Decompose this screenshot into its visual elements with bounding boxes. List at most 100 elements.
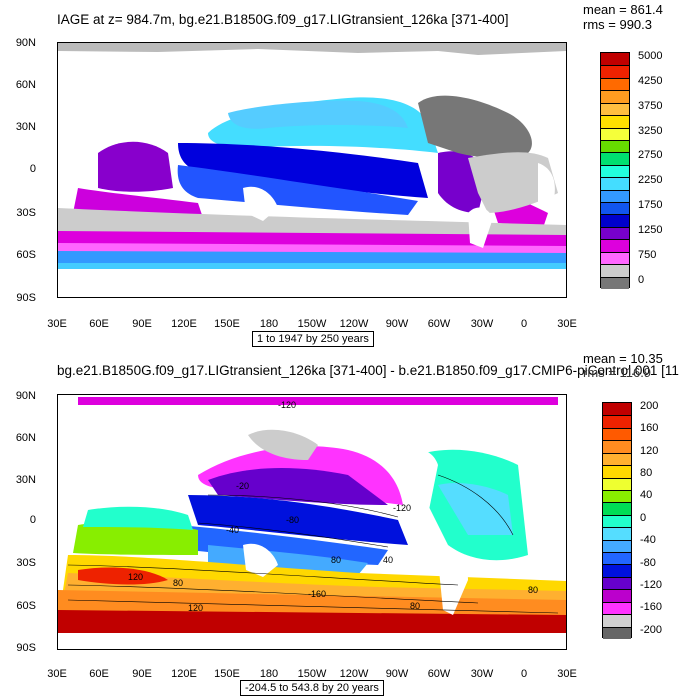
colorbar-label: 750	[638, 248, 657, 261]
contour-label: 80	[410, 601, 421, 611]
colorbar-label: 80	[640, 467, 653, 480]
colorbar-swatch	[601, 264, 629, 277]
top-xtick: 30E	[47, 318, 67, 330]
top-xtick: 150E	[214, 318, 240, 330]
bottom-colorbar	[602, 402, 632, 639]
colorbar-swatch	[603, 502, 631, 515]
colorbar-swatch	[603, 539, 631, 553]
top-ytick: 90N	[15, 37, 36, 49]
colorbar-swatch	[603, 564, 631, 577]
bottom-xtick: 0	[520, 668, 528, 680]
top-xtick: 150W	[297, 318, 327, 330]
top-xtick: 120W	[339, 318, 369, 330]
top-ytick: 30S	[16, 207, 36, 219]
colorbar-label: -120	[640, 578, 663, 591]
bottom-ytick: 60S	[16, 600, 36, 612]
top-ytick: 30N	[15, 121, 36, 133]
top-xtick: 0	[520, 318, 528, 330]
top-ytick: 60S	[16, 249, 36, 261]
colorbar-swatch	[601, 77, 629, 91]
colorbar-label: 1750	[638, 199, 663, 212]
bottom-xtick: 30E	[47, 668, 67, 680]
bottom-xtick: 60W	[427, 668, 451, 680]
bottom-ytick: 0	[29, 514, 36, 526]
colorbar-label: 120	[640, 444, 659, 457]
colorbar-label: 4250	[638, 74, 663, 87]
bottom-xtick: 90E	[132, 668, 152, 680]
bottom-panel: bg.e21.B1850G.f09_g17.LIGtransient_126ka…	[0, 350, 700, 700]
contour-label: 80	[173, 578, 184, 588]
colorbar-swatch	[601, 251, 629, 265]
top-xtick: 30E	[557, 318, 577, 330]
colorbar-swatch	[601, 115, 629, 128]
colorbar-swatch	[601, 152, 629, 165]
colorbar-swatch	[603, 477, 631, 490]
colorbar-swatch	[603, 552, 631, 565]
bottom-xtick: 30E	[557, 668, 577, 680]
colorbar-label: 5000	[638, 50, 663, 62]
bottom-map-field	[58, 395, 566, 649]
top-xtick: 90W	[385, 318, 409, 330]
contour-label: 120	[188, 603, 204, 613]
bottom-ytick: 90S	[16, 642, 36, 654]
colorbar-swatch	[601, 202, 629, 215]
colorbar-swatch	[601, 102, 629, 116]
top-xtick: 120E	[171, 318, 197, 330]
top-xtick: 180	[259, 318, 279, 330]
top-caption: 1 to 1947 by 250 years	[252, 331, 374, 347]
colorbar-swatch	[603, 626, 631, 639]
colorbar-label: 3250	[638, 124, 663, 137]
contour-label: 80	[528, 585, 539, 595]
colorbar-swatch	[603, 527, 631, 540]
bottom-map: -120 -20 -80 -40 -120 40 80 120 80 120 8…	[57, 394, 567, 650]
colorbar-swatch	[603, 452, 631, 466]
colorbar-label: 1250	[638, 223, 663, 236]
colorbar-label: 0	[640, 511, 647, 524]
bottom-ytick: 90N	[15, 390, 36, 402]
colorbar-label: 160	[640, 422, 659, 435]
bottom-rms-label: rms = 116.9	[583, 365, 652, 380]
colorbar-swatch	[603, 415, 631, 428]
colorbar-swatch	[601, 127, 629, 140]
top-colorbar	[600, 52, 630, 289]
colorbar-swatch	[601, 226, 629, 240]
contour-label: -120	[393, 503, 412, 513]
bottom-xtick: 30W	[470, 668, 494, 680]
bottom-xtick: 60E	[89, 668, 109, 680]
top-ytick: 0	[29, 163, 36, 175]
bottom-xtick: 120W	[339, 668, 369, 680]
bottom-caption: -204.5 to 543.8 by 20 years	[240, 680, 384, 696]
colorbar-swatch	[603, 465, 631, 478]
colorbar-swatch	[603, 589, 631, 602]
bottom-mean-label: mean = 10.35	[583, 351, 663, 366]
top-panel-title: IAGE at z= 984.7m, bg.e21.B1850G.f09_g17…	[57, 12, 509, 27]
colorbar-label: -80	[640, 556, 656, 569]
top-xtick: 90E	[132, 318, 152, 330]
colorbar-label: 0	[638, 273, 645, 286]
colorbar-swatch	[601, 239, 629, 252]
colorbar-label: 3750	[638, 99, 663, 112]
colorbar-swatch	[601, 177, 629, 190]
bottom-panel-title: bg.e21.B1850G.f09_g17.LIGtransient_126ka…	[57, 363, 679, 378]
colorbar-label: -40	[640, 534, 656, 547]
colorbar-label: 2250	[638, 174, 663, 187]
colorbar-swatch	[603, 601, 631, 615]
colorbar-label: -160	[640, 601, 663, 614]
bottom-xtick: 150E	[214, 668, 240, 680]
contour-label: 80	[331, 555, 342, 565]
colorbar-swatch	[601, 139, 629, 153]
top-ytick: 60N	[15, 79, 36, 91]
colorbar-swatch	[601, 90, 629, 103]
colorbar-label: 200	[640, 400, 659, 412]
top-rms-label: rms = 990.3	[583, 17, 653, 32]
contour-label: 120	[128, 572, 144, 582]
colorbar-swatch	[603, 440, 631, 453]
top-panel: IAGE at z= 984.7m, bg.e21.B1850G.f09_g17…	[15, 2, 663, 347]
colorbar-swatch	[603, 514, 631, 528]
bottom-xtick: 150W	[297, 668, 327, 680]
contour-label: -20	[236, 481, 250, 491]
colorbar-label: 40	[640, 489, 653, 502]
colorbar-swatch	[601, 164, 629, 178]
contour-label: -120	[278, 400, 297, 410]
colorbar-swatch	[603, 576, 631, 590]
